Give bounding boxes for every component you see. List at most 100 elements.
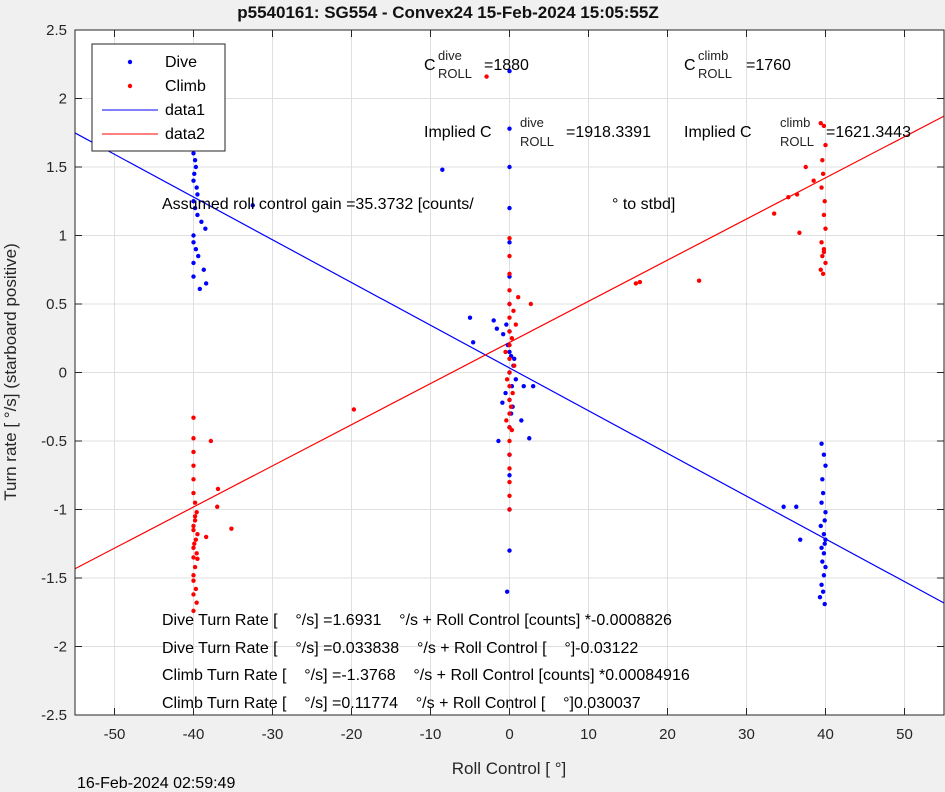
dive-point	[496, 438, 501, 444]
climb-point	[507, 507, 512, 512]
c-roll-dive-annotation: C dive ROLL =1880	[424, 48, 529, 81]
dive-point	[823, 463, 828, 468]
climb-point	[191, 545, 196, 551]
dive-point	[504, 322, 509, 327]
dive-point	[440, 167, 445, 172]
implied-c-climb-annotation: Implied C climb ROLL =1621.3443	[684, 115, 911, 149]
dive-point	[519, 418, 524, 423]
y-tick-label: 0	[59, 365, 67, 382]
climb-point	[507, 438, 512, 444]
climb-point	[191, 477, 196, 482]
climb-point	[509, 427, 515, 433]
x-tick-label: 10	[580, 726, 597, 743]
climb-point	[820, 271, 826, 277]
c-dive-main: C	[424, 57, 436, 74]
c-climb-value: =1760	[746, 57, 791, 74]
implied-c-dive-annotation: Implied C dive ROLL =1918.3391	[424, 115, 651, 149]
climb-point	[192, 564, 198, 570]
legend-dive-marker	[127, 59, 133, 65]
dive-point	[820, 490, 826, 496]
dive-point	[821, 573, 827, 578]
climb-point	[507, 253, 512, 259]
dive-point	[191, 260, 196, 266]
dive-point	[817, 594, 823, 600]
climb-point	[633, 281, 639, 286]
dive-point	[822, 541, 827, 546]
dive-point	[467, 315, 473, 320]
climb-point	[191, 463, 196, 468]
climb-point	[507, 329, 512, 334]
c-climb-main: C	[684, 57, 696, 74]
climb-point	[507, 301, 512, 307]
climb-point	[507, 479, 512, 485]
data2-fit-line	[74, 115, 945, 570]
axis-ticks: -50 -40 -30 -20 -10 0 10 20 30 40 50-2.5-2-1.5-1-0…	[41, 22, 944, 743]
climb-point	[507, 411, 512, 416]
dive-point	[507, 126, 512, 131]
implied-climb-sup: climb	[780, 115, 810, 130]
x-tick-label: 50	[896, 726, 913, 743]
dive-point	[192, 205, 198, 211]
x-tick-label: 30	[738, 726, 755, 743]
dive-point	[491, 318, 496, 323]
climb-point	[821, 212, 827, 218]
climb-point	[191, 573, 196, 578]
dive-point	[191, 151, 196, 156]
climb-point	[191, 523, 196, 529]
climb-point	[215, 504, 220, 509]
dive-point	[507, 240, 512, 245]
climb-point	[794, 192, 800, 197]
climb-point	[503, 349, 508, 355]
climb-point	[192, 514, 198, 519]
dive-point	[781, 504, 786, 509]
dive-point	[507, 349, 512, 355]
dive-point	[191, 199, 196, 204]
dive-point	[199, 219, 204, 224]
y-axis-label: Turn rate [ °/s] (starboard positive)	[1, 243, 20, 500]
climb-point	[820, 253, 825, 259]
climb-point	[192, 500, 198, 505]
dive-point	[823, 537, 828, 542]
climb-point	[822, 199, 827, 204]
dive-point	[194, 185, 199, 190]
climb-point	[771, 211, 777, 216]
climb-point	[215, 486, 221, 492]
climb-point	[818, 120, 823, 126]
climb-point	[191, 608, 196, 614]
climb-point	[508, 404, 514, 409]
dive-point	[507, 205, 512, 211]
climb-point	[507, 493, 512, 498]
legend: Dive Climb data1 data2	[91, 43, 226, 152]
dive-point	[191, 233, 196, 238]
dive-point	[818, 523, 823, 529]
climb-point	[819, 185, 824, 190]
climb-point	[191, 527, 196, 533]
dive-point	[794, 504, 799, 509]
dive-point	[823, 510, 828, 515]
legend-climb-label: Climb	[165, 78, 206, 95]
climb-point	[484, 74, 489, 79]
x-tick-label: -10	[420, 726, 442, 743]
dive-point	[193, 164, 199, 170]
climb-point	[509, 336, 515, 341]
dive-point	[192, 171, 197, 177]
y-tick-label: -2	[54, 639, 67, 656]
climb-point	[507, 397, 512, 403]
climb-point	[208, 438, 214, 444]
climb-point	[504, 418, 509, 423]
y-tick-label: -1	[54, 502, 67, 519]
climb-point	[229, 526, 234, 531]
dive-point	[203, 226, 208, 231]
dive-point	[513, 377, 519, 382]
x-tick-label: 20	[659, 726, 676, 743]
x-tick-label: 40	[817, 726, 834, 743]
c-dive-sup: dive	[438, 48, 462, 63]
climb-point	[194, 600, 199, 605]
implied-climb-main: Implied C	[684, 124, 752, 141]
dive-point	[512, 356, 517, 361]
footer-timestamp: 16-Feb-2024 02:59:49	[77, 775, 235, 792]
climb-point	[191, 592, 196, 597]
legend-dive-label: Dive	[165, 54, 197, 71]
climb-point	[507, 288, 512, 293]
